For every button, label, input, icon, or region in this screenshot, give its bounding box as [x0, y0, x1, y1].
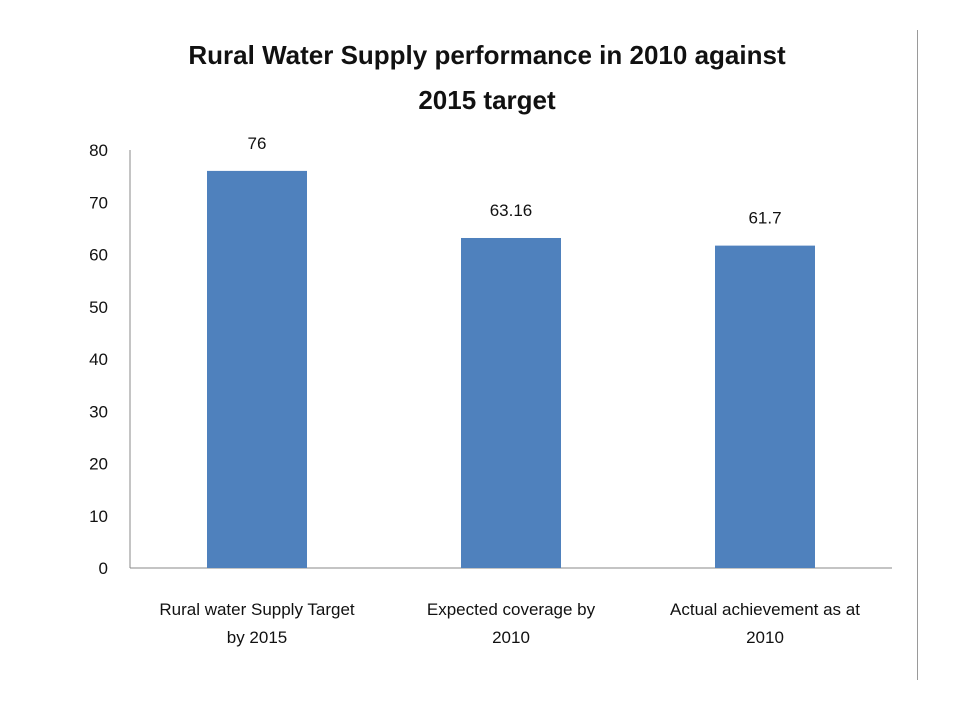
- y-tick-label: 0: [99, 559, 108, 578]
- slide-border: [917, 30, 918, 680]
- y-tick-label: 20: [89, 455, 108, 474]
- data-label: 76: [248, 134, 267, 153]
- bar: [461, 237, 561, 568]
- category-label: Expected coverage by: [427, 600, 596, 619]
- category-label: 2010: [492, 628, 530, 647]
- data-label: 63.16: [490, 201, 533, 220]
- chart-title-line-1: Rural Water Supply performance in 2010 a…: [188, 40, 786, 70]
- y-tick-label: 10: [89, 507, 108, 526]
- category-label: 2010: [746, 628, 784, 647]
- y-tick-label: 30: [89, 402, 108, 421]
- category-label: by 2015: [227, 628, 288, 647]
- category-label: Rural water Supply Target: [159, 600, 355, 619]
- y-tick-label: 60: [89, 246, 108, 265]
- y-tick-label: 80: [89, 141, 108, 160]
- bar: [207, 170, 307, 568]
- category-label: Actual achievement as at: [670, 600, 860, 619]
- data-label: 61.7: [748, 209, 781, 228]
- bar: [715, 245, 815, 568]
- y-tick-label: 50: [89, 298, 108, 317]
- chart-title-line-2: 2015 target: [418, 85, 556, 115]
- y-tick-label: 70: [89, 193, 108, 212]
- y-tick-label: 40: [89, 350, 108, 369]
